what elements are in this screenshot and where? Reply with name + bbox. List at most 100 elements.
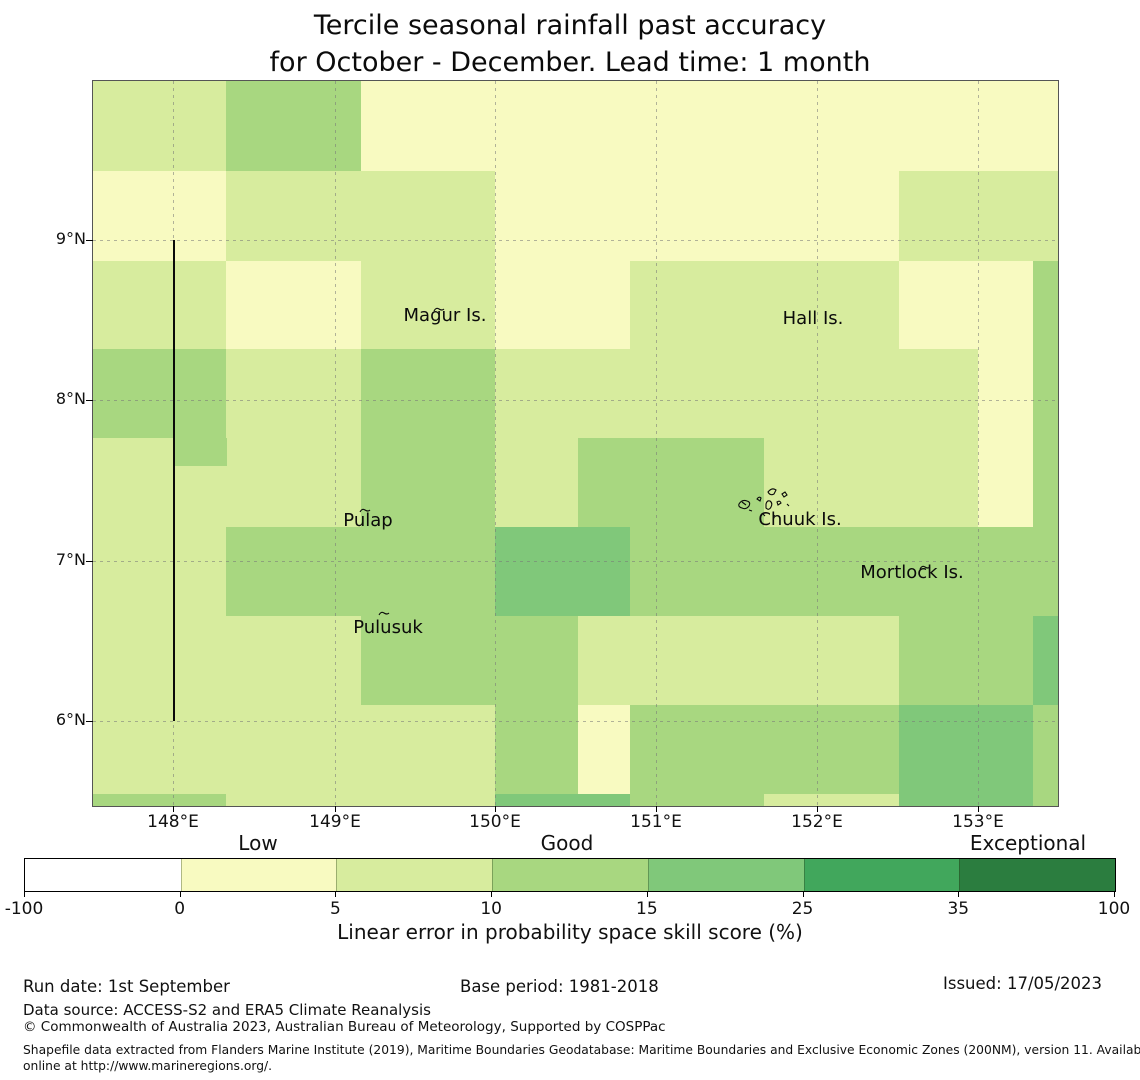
latitude-gridline [93,400,1058,401]
colorbar-segment [959,859,1115,891]
island-label: Pulusuk [353,617,423,638]
map-grid-cell [226,81,334,171]
map-grid-cell [978,81,1033,171]
colorbar-segment-separator [180,859,182,891]
map-grid-cell [1033,349,1058,438]
map-grid-cell [361,261,495,349]
copyright-text: © Commonwealth of Australia 2023, Austra… [23,1019,666,1035]
map-grid-cell [226,705,334,794]
map-grid-cell [334,81,361,171]
colorbar-band-label: Exceptional [969,831,1087,855]
map-grid-cell [93,171,226,261]
colorbar-tick-label: 10 [480,899,502,919]
x-axis-tick [495,806,496,812]
colorbar-tick-label: 15 [636,899,658,919]
map-grid-cell [361,171,495,261]
run-date-text: Run date: 1st September [23,977,230,996]
map-grid-cell [93,261,226,349]
longitude-gridline [978,81,979,806]
map-grid-cell [495,349,578,438]
map-grid-cell [226,794,334,806]
colorbar-segment [647,859,804,891]
x-axis-tick [335,806,336,812]
map-grid-cell [978,794,1033,806]
island-coastline-icon [359,500,371,519]
map-grid-cell [764,81,899,171]
data-source-text: Data source: ACCESS-S2 and ERA5 Climate … [23,1001,431,1019]
map-grid-cell [495,261,578,349]
colorbar-tick [958,891,960,897]
map-grid-cell [630,616,764,705]
map-grid-cell [764,349,899,438]
map-plot-area: Magur Is. Hall Is. Pulap Chuuk Is. Pulusuk Mo… [92,80,1059,807]
colorbar-segment [336,859,493,891]
map-grid-cell [630,349,764,438]
shapefile-attribution-line1: Shapefile data extracted from Flanders M… [23,1043,1140,1057]
map-grid-cell [764,794,899,806]
map-grid-cell [899,261,978,349]
y-axis-tick-label: 8°N [55,389,86,408]
colorbar-axis-label: Linear error in probability space skill … [337,920,803,944]
island-coastline-icon [378,603,390,622]
latitude-gridline [93,561,1058,562]
map-grid-cell [226,261,334,349]
map-grid-cell [1033,794,1058,806]
colorbar-tick [335,891,337,897]
map-grid-cell [173,438,227,466]
map-grid-cell [764,438,899,527]
colorbar-tick-label: 100 [1097,899,1131,919]
map-grid-cell [578,705,630,794]
x-axis-tick [656,806,657,812]
map-grid-cell [495,438,578,527]
map-grid-cell [226,616,334,705]
map-grid-cell [226,438,334,527]
colorbar-tick [491,891,493,897]
map-grid-cell [764,705,899,794]
map-grid-cell [334,349,361,438]
colorbar-tick [802,891,804,897]
y-axis-tick-label: 9°N [55,229,86,248]
y-axis-tick-label: 7°N [55,550,86,569]
map-grid-cell [334,616,361,705]
map-grid-cell [334,171,361,261]
colorbar-tick [179,891,181,897]
longitude-gridline [335,81,336,806]
map-grid-cell [899,527,978,616]
map-grid-cell [495,794,578,806]
x-axis-tick-label: 149°E [309,812,361,832]
y-axis-tick [86,400,93,401]
colorbar-tick-label: 25 [791,899,814,919]
map-grid-cell [93,794,226,806]
colorbar-band-label: Low [238,831,278,855]
map-grid-cell [1033,81,1058,171]
y-axis-tick [86,240,93,241]
map-grid-cell [978,705,1033,794]
island-label: Magur Is. [403,305,487,326]
map-grid-cell [334,261,361,349]
colorbar-tick [24,891,25,897]
map-grid-cell [899,81,978,171]
x-axis-tick [817,806,818,812]
eez-boundary-line [173,240,175,721]
x-axis-tick-label: 150°E [469,812,521,832]
map-grid-cell [578,349,630,438]
map-grid-cell [899,171,978,261]
latitude-gridline [93,240,1058,241]
colorbar-segment-separator [492,859,494,891]
colorbar-segment [180,859,337,891]
map-grid-cell [578,438,630,527]
map-grid-cell [361,705,495,794]
chuuk-islands-coastline-icon [735,484,813,526]
island-label: Mortlock Is. [860,562,964,583]
map-grid-cell [93,616,226,705]
map-grid-cell [226,349,334,438]
base-period-text: Base period: 1981-2018 [460,977,659,996]
map-grid-cell [978,527,1033,616]
map-grid-cell [978,438,1033,527]
colorbar-tick-label: 0 [174,899,186,919]
colorbar [24,858,1116,892]
map-grid-cell [334,438,361,527]
colorbar-tick-label: 35 [947,899,970,919]
map-grid-cell [578,261,630,349]
colorbar-tick [1114,891,1115,897]
